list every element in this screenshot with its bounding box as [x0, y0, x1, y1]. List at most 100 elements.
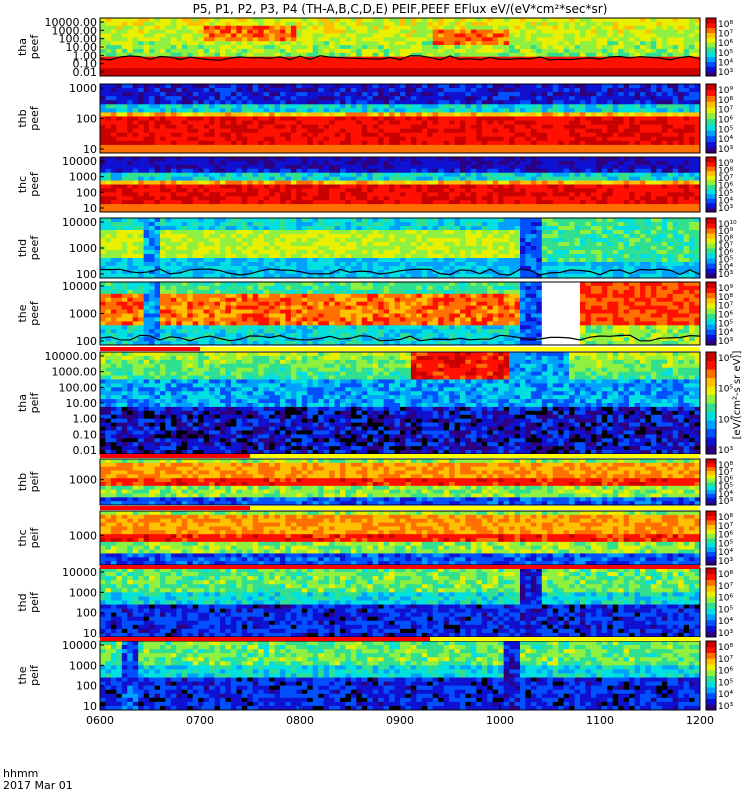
heatmap-cell [143, 64, 150, 69]
heatmap-cell [187, 29, 194, 34]
heatmap-cell [541, 192, 548, 197]
heatmap-cell [400, 104, 406, 109]
heatmap-cell [323, 140, 330, 146]
chart-title: P5, P1, P2, P3, P4 (TH-A,B,C,D,E) PEIF,P… [192, 2, 608, 16]
heatmap-cell [525, 157, 532, 162]
heatmap-cell [361, 160, 368, 166]
heatmap-cell [252, 136, 259, 142]
heatmap-cell [149, 208, 155, 213]
heatmap-cell [274, 132, 281, 138]
heatmap-cell [154, 184, 161, 189]
heatmap-cell [340, 108, 346, 113]
heatmap-cell [269, 204, 275, 209]
heatmap-cell [209, 144, 215, 150]
heatmap-cell [470, 18, 477, 23]
heatmap-cell [110, 204, 117, 209]
heatmap-cell [389, 112, 395, 117]
heatmap-cell [645, 184, 652, 189]
heatmap-cell [263, 41, 270, 46]
heatmap-cell [536, 52, 543, 57]
heatmap-cell [585, 188, 592, 193]
heatmap-cell [290, 208, 297, 213]
heatmap-cell [400, 188, 406, 193]
heatmap-cell [323, 56, 330, 61]
heatmap-cell [601, 196, 608, 201]
heatmap-cell [487, 128, 494, 134]
heatmap-cell [165, 64, 172, 69]
heatmap-cell [503, 60, 510, 65]
heatmap-cell [170, 164, 177, 170]
heatmap-cell [334, 116, 341, 121]
heatmap-cell [520, 120, 526, 125]
heatmap-cell [656, 120, 663, 125]
heatmap-cell [454, 176, 461, 181]
heatmap-cell [121, 92, 128, 97]
heatmap-cell [116, 144, 123, 150]
heatmap-cell [487, 84, 494, 89]
heatmap-cell [198, 92, 204, 97]
heatmap-cell [443, 92, 450, 97]
heatmap-cell [394, 204, 401, 209]
heatmap-cell [285, 21, 292, 27]
heatmap-cell [192, 56, 199, 61]
heatmap-cell [323, 72, 330, 77]
heatmap-cell [645, 157, 652, 162]
heatmap-cell [618, 116, 624, 121]
heatmap-cell [672, 120, 679, 125]
heatmap-cell [552, 60, 559, 65]
heatmap-cell [585, 144, 592, 150]
colorbar-segment [706, 107, 716, 114]
heatmap-cell [601, 25, 608, 30]
heatmap-cell [176, 172, 183, 177]
heatmap-cell [672, 37, 679, 42]
heatmap-cell [160, 52, 166, 57]
heatmap-cell [280, 136, 286, 142]
heatmap-cell [541, 124, 548, 129]
heatmap-cell [165, 192, 172, 197]
heatmap-cell [269, 96, 275, 101]
heatmap-cell [329, 45, 335, 50]
heatmap-cell [214, 41, 221, 46]
heatmap-cell [280, 48, 286, 54]
heatmap-cell [410, 41, 417, 46]
heatmap-cell [509, 72, 515, 77]
heatmap-cell [405, 184, 412, 189]
heatmap-cell [460, 108, 466, 113]
heatmap-cell [689, 21, 695, 27]
heatmap-cell [143, 180, 150, 185]
heatmap-cell [520, 72, 526, 77]
colorbar-tick-label: 10⁷ [718, 106, 733, 116]
heatmap-cell [498, 208, 504, 213]
heatmap-cell [323, 60, 330, 65]
heatmap-cell [416, 60, 423, 65]
heatmap-cell [481, 112, 488, 117]
heatmap-cell [361, 120, 368, 125]
heatmap-cell [689, 92, 695, 97]
heatmap-cell [569, 196, 575, 201]
heatmap-cell [143, 128, 150, 134]
heatmap-cell [209, 92, 215, 97]
heatmap-cell [165, 88, 172, 93]
heatmap-cell [454, 18, 461, 23]
heatmap-cell [580, 92, 586, 97]
heatmap-cell [132, 84, 139, 89]
heatmap-cell [552, 88, 559, 93]
heatmap-cell [269, 52, 275, 57]
heatmap-cell [405, 180, 412, 185]
heatmap-cell [247, 180, 254, 185]
heatmap-cell [629, 37, 635, 42]
heatmap-cell [110, 176, 117, 181]
heatmap-cell [481, 184, 488, 189]
heatmap-cell [541, 180, 548, 185]
heatmap-cell [552, 188, 559, 193]
heatmap-cell [345, 172, 352, 177]
heatmap-cell [225, 116, 232, 121]
heatmap-cell [170, 84, 177, 89]
heatmap-cell [154, 188, 161, 193]
heatmap-cell [400, 25, 406, 30]
y-tick-label: 1000.00 [52, 24, 98, 37]
heatmap-cell [432, 84, 439, 89]
heatmap-cell [241, 160, 248, 166]
heatmap-cell [116, 132, 123, 138]
heatmap-cell [383, 144, 390, 150]
